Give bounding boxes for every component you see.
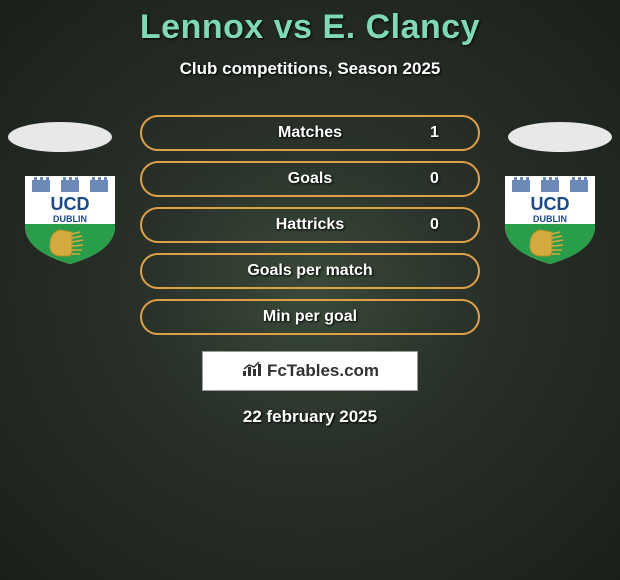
stat-label: Goals [288,170,332,188]
stat-label: Goals per match [247,262,372,280]
player-avatar-right [508,122,612,152]
subtitle: Club competitions, Season 2025 [0,59,620,79]
club-badge-left: UCD DUBLIN [20,176,120,264]
stat-row-matches: Matches 1 [140,115,480,151]
player-avatar-left [8,122,112,152]
stat-row-goals: Goals 0 [140,161,480,197]
stat-row-hattricks: Hattricks 0 [140,207,480,243]
svg-text:DUBLIN: DUBLIN [53,214,87,224]
date: 22 february 2025 [0,407,620,427]
club-badge-right: UCD DUBLIN [500,176,600,264]
svg-text:DUBLIN: DUBLIN [533,214,567,224]
comparison-card: Lennox vs E. Clancy Club competitions, S… [0,0,620,427]
stat-label: Hattricks [276,216,344,234]
stat-label: Matches [278,124,342,142]
logo-text: FcTables.com [267,361,379,381]
ucd-badge-icon: UCD DUBLIN [20,176,120,264]
fctables-logo[interactable]: FcTables.com [202,351,418,391]
svg-text:UCD: UCD [51,194,90,214]
svg-text:UCD: UCD [531,194,570,214]
stat-row-goals-per-match: Goals per match [140,253,480,289]
ucd-badge-icon: UCD DUBLIN [500,176,600,264]
stat-label: Min per goal [263,308,357,326]
page-title: Lennox vs E. Clancy [0,8,620,47]
stat-right-value: 0 [430,170,439,188]
stat-row-min-per-goal: Min per goal [140,299,480,335]
stat-right-value: 0 [430,216,439,234]
stat-right-value: 1 [430,124,439,142]
chart-icon [241,360,263,383]
